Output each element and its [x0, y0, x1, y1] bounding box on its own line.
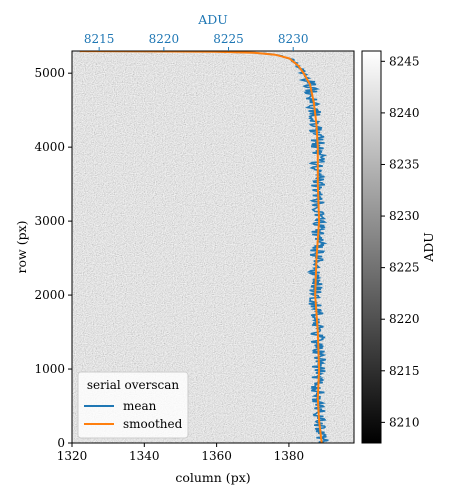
top-axis-label: ADU — [197, 12, 228, 27]
colorbar — [361, 50, 382, 444]
top-tick-label: 8215 — [84, 32, 115, 46]
colorbar-tick-label: 8210 — [389, 415, 420, 429]
colorbar-tick-label: 8220 — [389, 312, 420, 326]
top-tick-label: 8225 — [213, 32, 244, 46]
colorbar-tick-label: 8240 — [389, 106, 420, 120]
y-axis-ticks: 0 1000 2000 3000 4000 5000 — [34, 66, 72, 450]
mean-line — [79, 51, 329, 443]
smoothed-line — [79, 51, 323, 443]
legend: serial overscan mean smoothed — [77, 371, 189, 439]
legend-label-mean: mean — [123, 399, 157, 413]
x-tick-label: 1380 — [274, 449, 305, 463]
x-tick-label: 1320 — [57, 449, 88, 463]
x-axis-label: column (px) — [175, 470, 250, 485]
plot-frame — [71, 50, 355, 444]
x-tick-label: 1340 — [129, 449, 160, 463]
top-tick-label: 8220 — [149, 32, 180, 46]
colorbar-tick-label: 8225 — [389, 261, 420, 275]
top-axis-ticks: 8215 8220 8225 8230 — [84, 32, 309, 51]
y-axis-label: row (px) — [14, 221, 29, 274]
colorbar-label: ADU — [421, 232, 436, 263]
colorbar-tick-label: 8235 — [389, 157, 420, 171]
y-tick-label: 0 — [57, 436, 65, 450]
colorbar-tick-label: 8215 — [389, 364, 420, 378]
top-tick-label: 8230 — [278, 32, 309, 46]
x-tick-label: 1360 — [201, 449, 232, 463]
colorbar-tick-label: 8245 — [389, 54, 420, 68]
y-tick-label: 4000 — [34, 140, 65, 154]
legend-box — [77, 371, 189, 439]
y-tick-label: 5000 — [34, 66, 65, 80]
legend-title: serial overscan — [87, 378, 180, 392]
y-tick-label: 1000 — [34, 362, 65, 376]
colorbar-tick-label: 8230 — [389, 209, 420, 223]
y-tick-label: 2000 — [34, 288, 65, 302]
x-axis-ticks: 1320 1340 1360 1380 — [57, 443, 304, 463]
y-tick-label: 3000 — [34, 214, 65, 228]
legend-label-smoothed: smoothed — [123, 417, 183, 431]
colorbar-ticks: 8210 8215 8220 8225 8230 8235 8240 8245 — [381, 54, 420, 429]
